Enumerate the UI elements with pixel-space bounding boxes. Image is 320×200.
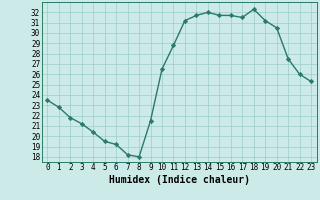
X-axis label: Humidex (Indice chaleur): Humidex (Indice chaleur) xyxy=(109,175,250,185)
